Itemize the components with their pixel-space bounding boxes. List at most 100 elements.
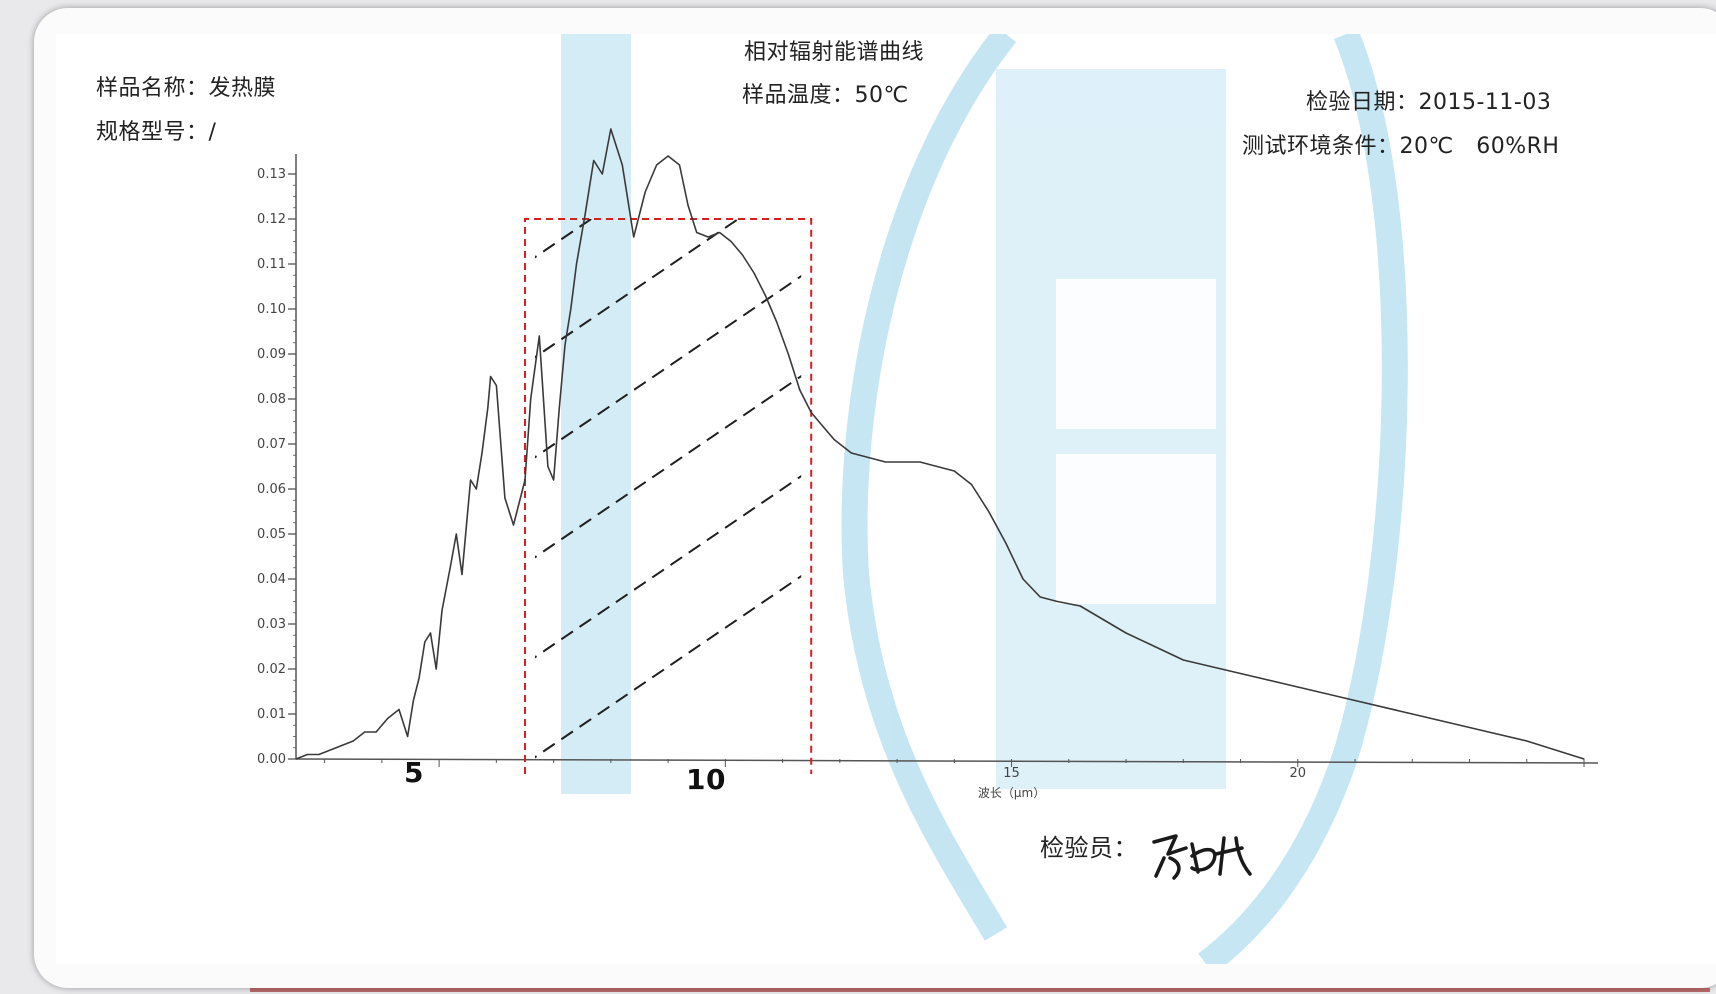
spectrum-point: [610, 128, 612, 130]
spectrum-point: [707, 236, 709, 238]
spectrum-point: [547, 465, 549, 468]
spectrum-point: [329, 749, 331, 751]
spectrum-point: [575, 263, 578, 265]
spectrum-point: [1411, 713, 1413, 715]
y-tick-label: 0.00: [257, 752, 286, 767]
spectrum-point: [1005, 542, 1007, 544]
sample-name: 样品名称：发热膜: [96, 76, 277, 101]
y-tick-label: 0.11: [257, 257, 286, 272]
spectrum-point: [919, 461, 921, 463]
spectrum-point: [719, 231, 721, 234]
spectrum-point: [787, 353, 789, 355]
spectrum-point: [553, 479, 555, 481]
spectrum-point: [490, 375, 492, 378]
y-tick-label: 0.09: [257, 347, 286, 362]
spectrum-point: [678, 164, 681, 166]
spectrum-point: [318, 753, 320, 756]
spectrum-point: [1239, 672, 1242, 675]
y-tick-label: 0.05: [257, 527, 286, 542]
spectrum-point: [644, 191, 646, 193]
y-tick-label: 0.13: [257, 167, 286, 182]
report-paper: 相对辐射能谱曲线 样品名称：发热膜 样品温度：50℃ 规格型号：/ 检验日期：2…: [56, 34, 1716, 964]
spectrum-point: [936, 465, 938, 468]
spectrum-point: [352, 740, 354, 742]
spectrum-point: [601, 173, 603, 175]
spectrum-point: [1079, 605, 1081, 607]
spectrum-point: [364, 731, 366, 733]
spectrum-point: [656, 164, 658, 166]
y-tick-label: 0.02: [257, 662, 286, 677]
spectrum-point: [386, 717, 389, 720]
test-environment: 测试环境条件：20℃ 60%RH: [1242, 134, 1560, 159]
spectrum-point: [504, 497, 506, 499]
spectrum-point: [867, 456, 870, 459]
spectrum-point: [435, 668, 437, 670]
spectrum-point: [799, 389, 801, 391]
y-tick-label: 0.01: [257, 707, 286, 722]
spectrum-point: [1583, 758, 1585, 760]
spectrum-point: [524, 479, 526, 481]
spectrum-point: [306, 753, 309, 756]
x-axis-label: 波长（μm）: [978, 786, 1045, 800]
spectrum-chart: 0.00 0.01 0.02 0.03 0.04 0.05 0.06 0.07 0.08 0.09…: [257, 34, 1599, 800]
spectrum-point: [810, 411, 812, 414]
spectrum-point: [564, 344, 566, 346]
watermark-seal: [561, 34, 1408, 964]
spectrum-point: [633, 236, 635, 238]
spectrum-point: [730, 240, 732, 243]
hatch-line: [525, 34, 811, 164]
spectrum-point: [687, 204, 689, 207]
spectrum-point: [902, 461, 904, 463]
spectrum-point: [429, 632, 432, 634]
spectrum-point: [461, 573, 463, 576]
spectrum-point: [1022, 578, 1024, 580]
chart-title: 相对辐射能谱曲线: [744, 40, 925, 65]
spectrum-point: [570, 308, 572, 310]
spectrum-point: [375, 731, 377, 733]
spectrum-point: [407, 735, 409, 738]
spectrum-point: [970, 483, 973, 486]
spectrum-point: [412, 699, 414, 702]
spectrum-point: [455, 533, 457, 535]
spectrum-point: [449, 564, 452, 567]
spectrum-point: [988, 510, 990, 513]
spectrum-point: [953, 470, 955, 472]
hatch-line: [534, 219, 593, 259]
test-date: 检验日期：2015-11-03: [1306, 90, 1552, 115]
y-tick-label: 0.12: [257, 212, 286, 227]
hatch-line: [534, 274, 802, 459]
spectrum-point: [467, 510, 469, 513]
spectrum-point: [621, 164, 623, 166]
spectrum-point: [1125, 632, 1127, 634]
spectrum-point: [833, 438, 835, 441]
spectrum-point: [295, 758, 297, 760]
spectrum-point: [1526, 740, 1528, 742]
spectrum-point: [584, 213, 586, 216]
highlight-hatching: [525, 34, 811, 759]
inspector-signature: [1146, 824, 1256, 884]
x-axis-line: [295, 758, 1599, 764]
y-tick-label: 0.07: [257, 437, 286, 452]
highlight-band-box: [523, 218, 813, 774]
spectrum-point: [1039, 596, 1041, 598]
spectrum-point: [1056, 600, 1058, 603]
spectrum-point: [481, 452, 483, 454]
y-tick-label: 0.03: [257, 617, 286, 632]
spectrum-point: [341, 744, 343, 747]
spectrum-point: [753, 272, 755, 274]
spectrum-point: [495, 384, 497, 387]
spectrum-point: [1354, 699, 1356, 702]
hatch-line: [534, 474, 802, 659]
spectrum-point: [487, 407, 489, 409]
spectrum-point: [1297, 686, 1299, 688]
card-bottom-rule: [250, 988, 1710, 992]
y-tick-label: 0.06: [257, 482, 286, 497]
hatch-line: [534, 374, 802, 559]
y-tick-label: 0.10: [257, 302, 286, 317]
spectrum-point: [398, 708, 400, 711]
spec-model: 规格型号：/: [96, 120, 217, 145]
spectrum-point: [822, 425, 824, 427]
spectrum-curve: [295, 128, 1585, 760]
spectrum-point: [885, 461, 887, 463]
x-tick-label: 15: [1003, 766, 1020, 781]
